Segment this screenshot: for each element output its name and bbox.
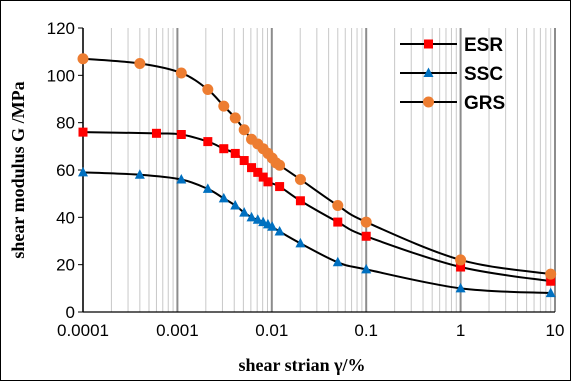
- series-markers: [77, 53, 557, 298]
- data-point-ssc: [218, 192, 229, 203]
- x-axis-title: shear strian γ/%: [238, 355, 365, 375]
- y-tick-label: 40: [56, 208, 75, 227]
- x-tick-label: 10: [546, 321, 565, 340]
- data-point-grs: [274, 159, 286, 171]
- legend-marker-grs: [423, 96, 434, 108]
- data-point-ssc: [545, 287, 556, 298]
- data-point-esr: [78, 127, 88, 137]
- data-point-esr: [247, 163, 257, 173]
- tick-labels: 0 20 40 60 80 100 120 0.0001 0.001 0.01 0.1 1 10: [47, 19, 565, 340]
- data-point-esr: [333, 217, 343, 227]
- data-point-ssc: [202, 183, 213, 193]
- legend-marker-ssc: [423, 67, 434, 77]
- data-point-grs: [134, 58, 146, 69]
- y-tick-label: 120: [47, 19, 75, 38]
- data-point-esr: [203, 137, 213, 147]
- data-point-ssc: [134, 169, 145, 179]
- data-point-esr: [230, 148, 240, 158]
- data-point-ssc: [176, 173, 187, 184]
- data-point-ssc: [361, 263, 372, 274]
- data-point-esr: [456, 262, 466, 272]
- x-tick-label: 1: [456, 321, 465, 340]
- data-point-grs: [218, 100, 230, 112]
- data-point-ssc: [252, 214, 263, 224]
- data-point-grs: [77, 53, 89, 65]
- y-tick-label: 0: [66, 303, 75, 322]
- data-point-esr: [546, 276, 556, 286]
- data-point-ssc: [274, 226, 285, 236]
- legend-label-grs: GRS: [464, 93, 505, 114]
- x-tick-label: 0.1: [354, 321, 378, 340]
- y-tick-label: 20: [56, 256, 75, 275]
- y-tick-label: 80: [56, 114, 75, 133]
- y-tick-label: 60: [56, 161, 75, 180]
- data-point-ssc: [295, 237, 306, 248]
- data-point-esr: [219, 144, 229, 154]
- data-point-grs: [455, 254, 467, 266]
- data-point-esr: [361, 231, 371, 241]
- data-point-esr: [239, 156, 249, 166]
- data-point-ssc: [267, 221, 278, 231]
- legend-label-esr: ESR: [464, 35, 503, 56]
- data-point-ssc: [455, 282, 466, 293]
- data-point-ssc: [239, 207, 250, 217]
- data-point-grs: [229, 112, 241, 124]
- legend: ESR SSC GRS: [400, 35, 505, 114]
- data-point-grs: [294, 173, 306, 185]
- data-point-esr: [295, 196, 305, 206]
- data-point-esr: [176, 130, 186, 139]
- data-point-esr: [258, 172, 268, 182]
- legend-marker-esr: [424, 39, 433, 49]
- data-point-ssc: [246, 211, 257, 222]
- data-point-esr: [275, 182, 285, 192]
- x-tick-label: 0.01: [255, 321, 288, 340]
- data-point-ssc: [230, 200, 241, 210]
- plot-area: [83, 28, 555, 312]
- data-point-grs: [202, 84, 214, 96]
- y-tick-label: 100: [47, 66, 75, 85]
- data-point-grs: [360, 216, 372, 228]
- data-point-grs: [175, 67, 187, 79]
- legend-label-ssc: SSC: [464, 64, 503, 85]
- x-tick-label: 0.0001: [57, 321, 109, 340]
- gridlines: [82, 28, 556, 312]
- data-point-grs: [332, 200, 344, 211]
- data-point-esr: [253, 167, 263, 177]
- data-point-ssc: [78, 166, 88, 177]
- data-point-esr: [151, 128, 161, 138]
- data-point-grs: [238, 124, 250, 136]
- data-point-esr: [263, 177, 273, 187]
- data-point-ssc: [332, 256, 343, 267]
- y-axis-title: shear modulus G /MPa: [8, 81, 28, 258]
- data-point-grs: [545, 268, 557, 280]
- x-tick-label: 0.001: [156, 321, 199, 340]
